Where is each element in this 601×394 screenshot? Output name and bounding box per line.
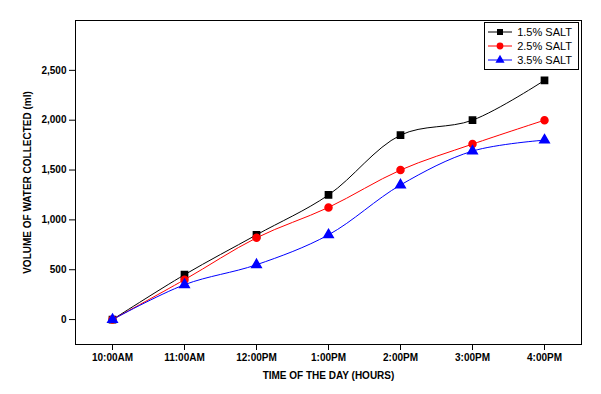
svg-text:0: 0 — [61, 314, 67, 325]
svg-text:1,000: 1,000 — [41, 214, 66, 225]
svg-text:3:00PM: 3:00PM — [455, 352, 490, 363]
svg-text:2:00PM: 2:00PM — [383, 352, 418, 363]
svg-text:10:00AM: 10:00AM — [92, 352, 133, 363]
svg-text:4:00PM: 4:00PM — [527, 352, 562, 363]
html-text:1.5% SALT: 1.5% SALT — [517, 26, 572, 38]
svg-text:2,000: 2,000 — [41, 114, 66, 125]
svg-text:11:00AM: 11:00AM — [164, 352, 205, 363]
svg-text:2,500: 2,500 — [41, 65, 66, 76]
svg-text:12:00PM: 12:00PM — [236, 352, 277, 363]
svg-text:1,500: 1,500 — [41, 164, 66, 175]
html-text:3.5% SALT: 3.5% SALT — [517, 54, 572, 66]
svg-text:1:00PM: 1:00PM — [311, 352, 346, 363]
html-text:2.5% SALT: 2.5% SALT — [517, 40, 572, 52]
svg-text:VOLUME OF WATER COLLECTED (ml): VOLUME OF WATER COLLECTED (ml) — [22, 91, 33, 274]
svg-text:TIME OF THE DAY (HOURS): TIME OF THE DAY (HOURS) — [263, 370, 395, 381]
svg-text:500: 500 — [50, 264, 67, 275]
